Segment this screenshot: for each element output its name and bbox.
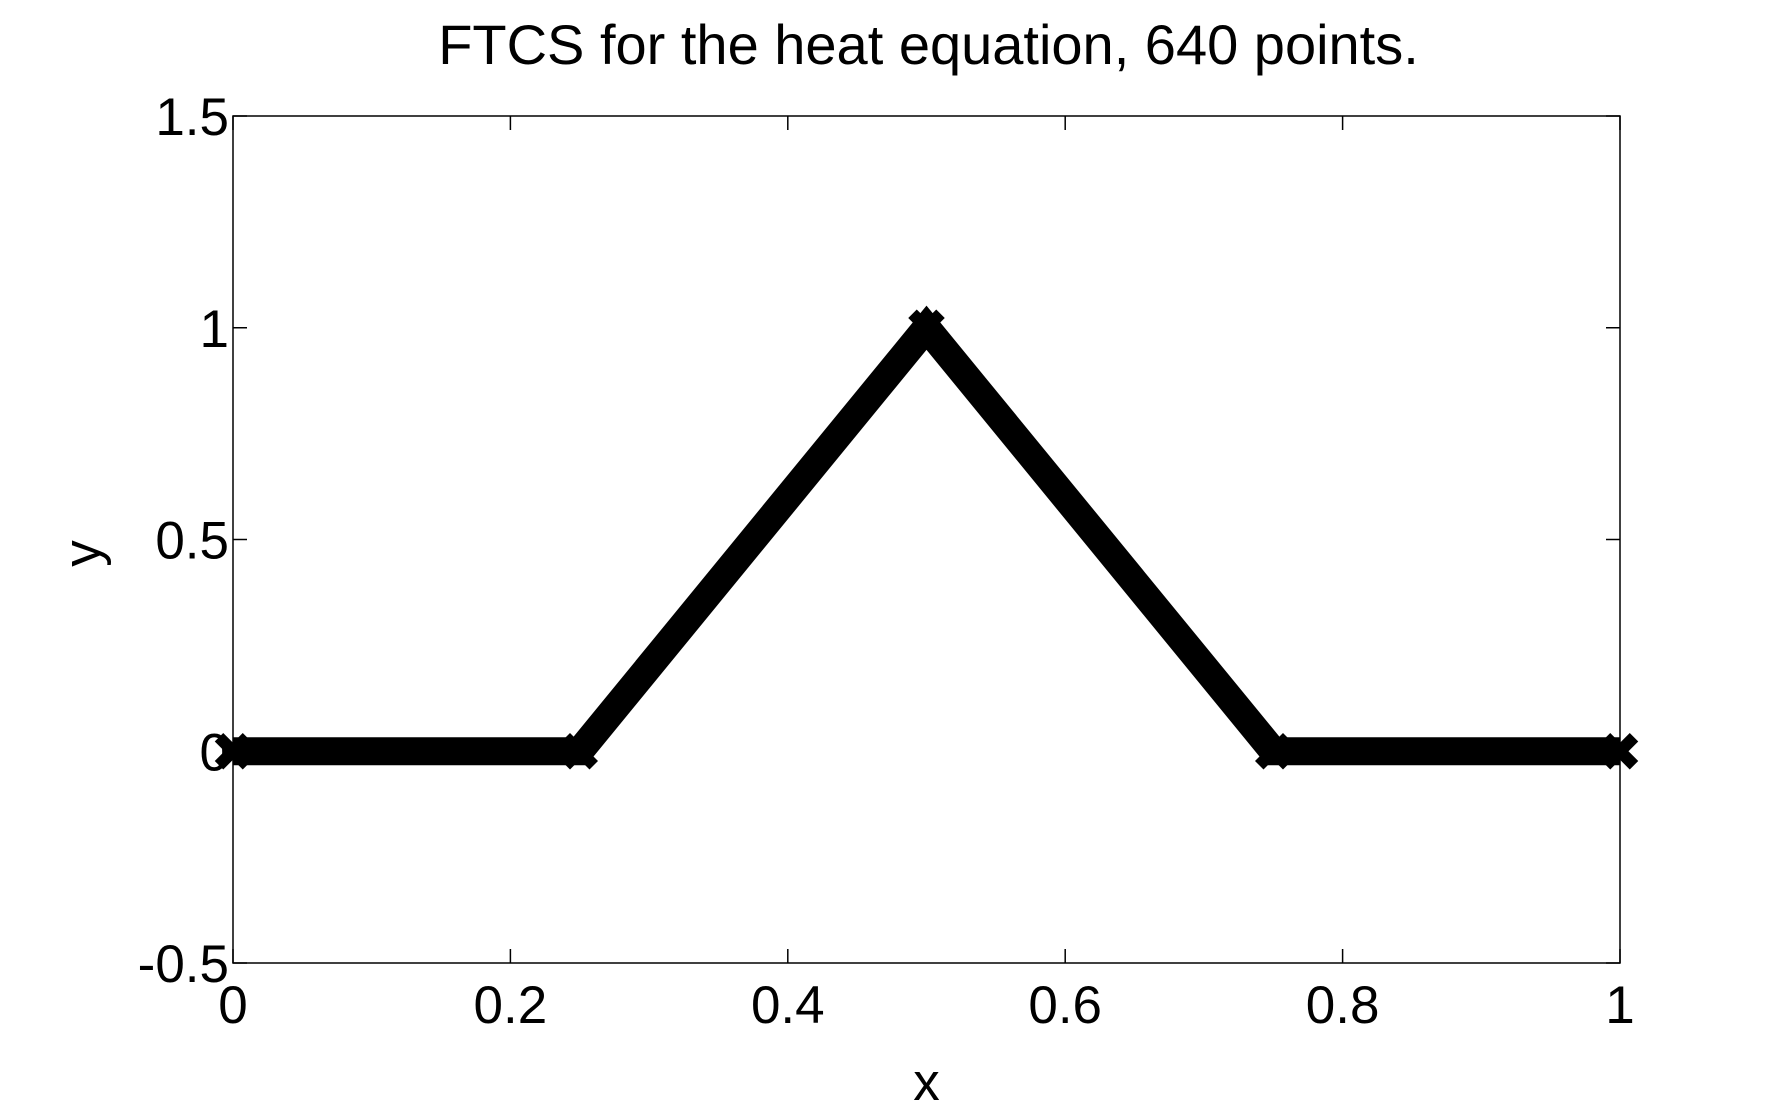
- y-axis-label: y: [53, 540, 112, 567]
- chart-title: FTCS for the heat equation, 640 points.: [438, 13, 1419, 76]
- y-tick-label: 0: [200, 723, 229, 782]
- y-tick-label: 0.5: [155, 512, 229, 571]
- marker-stroke: [1255, 733, 1292, 770]
- x-tick-label: 0.8: [1306, 976, 1380, 1035]
- x-tick-label: 0.4: [751, 976, 825, 1035]
- marker-stroke: [908, 309, 945, 346]
- y-ticks: -0.5 0 0.5 1 1.5: [138, 88, 1620, 994]
- x-tick-label: 0.6: [1028, 976, 1102, 1035]
- data-point-marker: [908, 309, 945, 346]
- y-tick-label: 1.5: [155, 88, 229, 147]
- x-tick-label: 1: [1605, 976, 1634, 1035]
- y-tick-label: -0.5: [138, 935, 229, 994]
- data-point-marker: [1255, 733, 1292, 770]
- y-tick-label: 1: [200, 300, 229, 359]
- x-tick-label: 0: [218, 976, 247, 1035]
- marker-stroke: [561, 733, 598, 770]
- data-point-marker: [561, 733, 598, 770]
- x-axis-label: x: [913, 1053, 940, 1110]
- x-ticks: 0 0.2 0.4 0.6 0.8 1: [218, 116, 1635, 1035]
- x-tick-label: 0.2: [474, 976, 548, 1035]
- plot-area: [214, 305, 1639, 770]
